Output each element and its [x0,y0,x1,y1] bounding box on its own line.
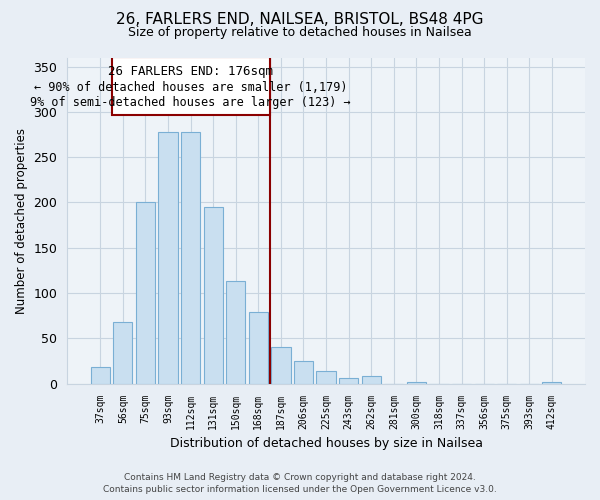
Bar [249,312,268,384]
Bar [136,202,155,384]
Bar [362,376,381,384]
Bar [203,207,223,384]
Bar [113,322,133,384]
Bar [181,132,200,384]
Text: 26 FARLERS END: 176sqm: 26 FARLERS END: 176sqm [108,64,273,78]
Bar [316,371,335,384]
Bar [407,382,426,384]
Bar [112,58,269,116]
Text: 26, FARLERS END, NAILSEA, BRISTOL, BS48 4PG: 26, FARLERS END, NAILSEA, BRISTOL, BS48 … [116,12,484,28]
X-axis label: Distribution of detached houses by size in Nailsea: Distribution of detached houses by size … [170,437,482,450]
Bar [542,382,562,384]
Y-axis label: Number of detached properties: Number of detached properties [15,128,28,314]
Bar [226,282,245,384]
Text: 9% of semi-detached houses are larger (123) →: 9% of semi-detached houses are larger (1… [30,96,351,110]
Bar [271,348,290,384]
Bar [158,132,178,384]
Text: Contains HM Land Registry data © Crown copyright and database right 2024.
Contai: Contains HM Land Registry data © Crown c… [103,472,497,494]
Bar [294,361,313,384]
Bar [339,378,358,384]
Text: ← 90% of detached houses are smaller (1,179): ← 90% of detached houses are smaller (1,… [34,81,347,94]
Bar [91,368,110,384]
Text: Size of property relative to detached houses in Nailsea: Size of property relative to detached ho… [128,26,472,39]
